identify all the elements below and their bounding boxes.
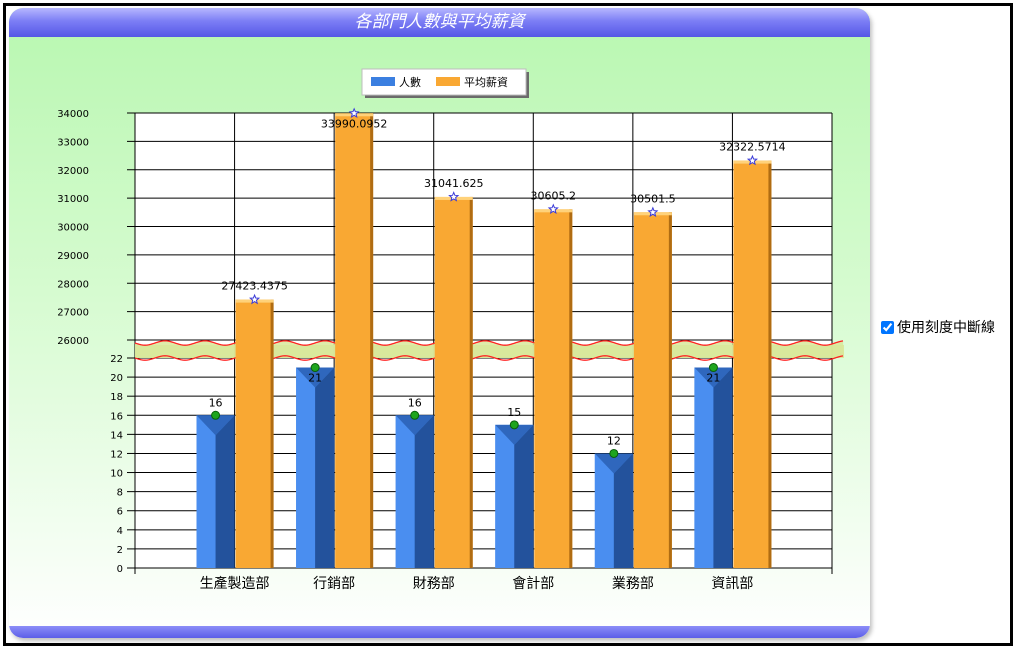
- y-tick-label-upper: 30000: [57, 223, 89, 234]
- y-tick-label-upper: 28000: [57, 279, 89, 290]
- count-bar-top-face: [694, 367, 733, 388]
- y-tick-label-upper: 33000: [57, 137, 89, 148]
- chart-title: 各部門人數與平均薪資: [9, 8, 870, 37]
- count-data-label: 16: [209, 396, 223, 409]
- count-bar-right-face: [713, 367, 733, 568]
- y-tick-label-lower: 6: [117, 507, 123, 518]
- y-tick-label-upper: 31000: [57, 194, 89, 205]
- y-tick-label-upper: 34000: [57, 109, 89, 120]
- count-bar-left-face: [296, 367, 316, 568]
- salary-marker: [746, 154, 758, 166]
- salary-bar-side: [469, 196, 473, 568]
- salary-marker: [647, 206, 659, 217]
- x-tick-label: 業務部: [612, 576, 654, 592]
- legend-label-count: 人數: [399, 76, 421, 89]
- count-bar-top-face: [495, 424, 534, 445]
- salary-bar: [733, 160, 772, 568]
- chart-svg: 26000 27000 28000 29000 30000 31000 32000 33000…: [57, 68, 844, 592]
- salary-data-label: 27423.4375: [221, 280, 287, 293]
- x-tick-label: 會計部: [512, 576, 554, 592]
- count-marker: [609, 448, 619, 458]
- y-tick-label-upper: 27000: [57, 308, 89, 319]
- count-data-label: 15: [507, 406, 521, 419]
- salary-bar-side: [569, 209, 573, 568]
- legend-label-salary: 平均薪資: [464, 76, 508, 89]
- salary-bar-side: [370, 113, 374, 568]
- y-tick-label-lower: 14: [110, 430, 123, 441]
- salary-bar: [633, 212, 672, 568]
- salary-data-label: 32322.5714: [719, 141, 785, 154]
- salary-marker: [547, 203, 559, 215]
- count-bar-right-face: [514, 424, 534, 568]
- count-bar-top-face: [296, 367, 335, 388]
- x-tick-label: 生產製造部: [200, 575, 270, 592]
- axis-break-option[interactable]: 使用刻度中斷線: [881, 317, 995, 337]
- salary-data-label: 31041.625: [424, 177, 484, 190]
- x-tick-label: 行銷部: [313, 576, 355, 592]
- y-tick-label-lower: 0: [117, 564, 123, 575]
- count-bar-left-face: [196, 415, 216, 568]
- count-bar-left-face: [395, 415, 415, 568]
- salary-marker: [348, 107, 360, 118]
- y-tick-label-lower: 12: [110, 449, 123, 460]
- count-marker: [708, 363, 718, 373]
- salary-bar: [434, 196, 473, 568]
- count-bar-right-face: [613, 453, 633, 568]
- count-data-label: 12: [607, 434, 621, 447]
- salary-bar: [235, 299, 274, 568]
- count-data-label: 21: [706, 372, 720, 385]
- count-bar-left-face: [495, 424, 515, 568]
- count-marker: [211, 410, 221, 420]
- count-bar-top-face: [395, 415, 434, 436]
- chart-panel: 各部門人數與平均薪資 26000 27000 28000 29000 30000 3100…: [9, 8, 870, 638]
- y-tick-label-lower: 4: [117, 526, 123, 537]
- salary-data-label: 33990.0952: [321, 117, 387, 130]
- salary-bar: [534, 209, 573, 568]
- x-tick-label: 財務部: [413, 576, 455, 592]
- y-tick-label-upper: 32000: [57, 166, 89, 177]
- salary-bar-side: [768, 160, 772, 568]
- count-marker: [509, 420, 519, 430]
- y-tick-label-lower: 8: [117, 488, 123, 499]
- y-tick-label-upper: 26000: [57, 336, 89, 347]
- axis-break-option-label: 使用刻度中斷線: [897, 320, 995, 336]
- y-tick-label-lower: 16: [110, 411, 123, 422]
- y-tick-label-lower: 2: [117, 545, 123, 556]
- count-bar-top-face: [594, 453, 633, 474]
- count-data-label: 21: [308, 372, 322, 385]
- y-tick-label-lower: 10: [110, 469, 123, 480]
- y-tick-label-lower: 22: [110, 354, 123, 365]
- count-bar-right-face: [414, 415, 434, 568]
- legend-swatch-count: [371, 77, 395, 86]
- salary-marker: [448, 191, 460, 202]
- chart-footer-bar: [9, 626, 870, 638]
- salary-marker: [249, 293, 261, 305]
- count-bar-right-face: [315, 367, 335, 568]
- salary-bar-side: [270, 299, 274, 568]
- x-tick-label: 資訊部: [711, 576, 753, 592]
- salary-data-label: 30501.5: [630, 192, 676, 205]
- count-bar-left-face: [694, 367, 714, 568]
- y-tick-label-lower: 20: [110, 373, 123, 384]
- count-marker: [410, 410, 420, 420]
- count-bar-right-face: [215, 415, 235, 568]
- axis-break-checkbox[interactable]: [881, 320, 894, 334]
- salary-bar-side: [668, 212, 672, 568]
- y-tick-label-upper: 29000: [57, 251, 89, 262]
- legend-swatch-salary: [436, 77, 460, 86]
- count-bar-top-face: [196, 415, 235, 436]
- salary-data-label: 30605.2: [531, 189, 577, 202]
- count-data-label: 16: [408, 396, 422, 409]
- count-bar-left-face: [594, 453, 614, 568]
- salary-bar: [335, 113, 374, 568]
- y-tick-label-lower: 18: [110, 392, 123, 403]
- count-marker: [310, 363, 320, 373]
